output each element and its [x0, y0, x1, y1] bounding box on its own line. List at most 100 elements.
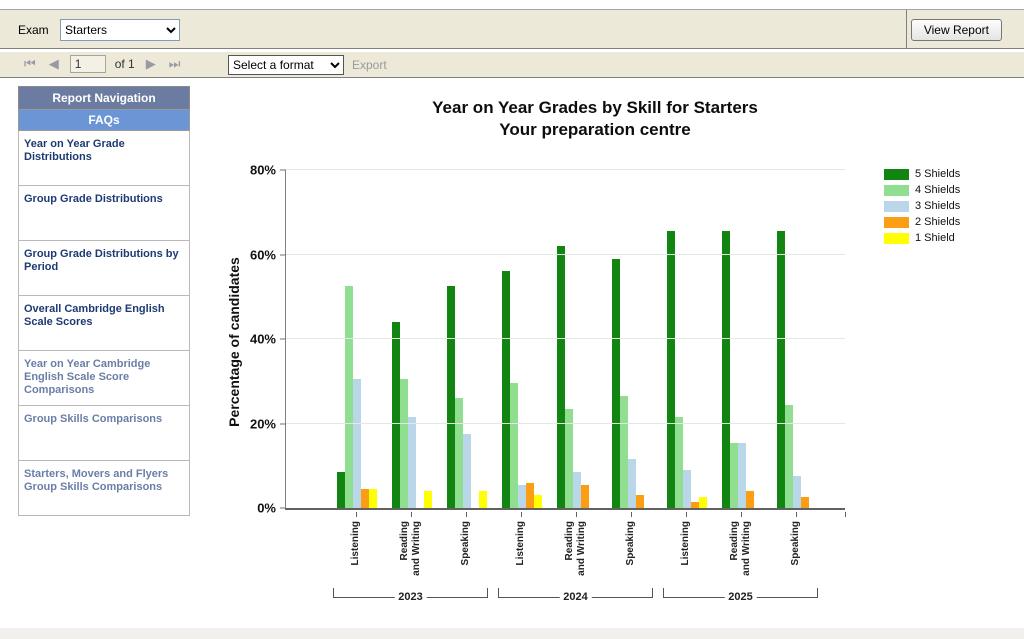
- x-axis-tick: [795, 512, 797, 517]
- sidebar-item-3[interactable]: Overall Cambridge English Scale Scores: [18, 296, 190, 351]
- last-page-icon[interactable]: ⏭: [168, 56, 181, 72]
- bar: [399, 379, 408, 508]
- chart-subtitle: Your preparation centre: [499, 120, 691, 139]
- bar: [336, 472, 345, 508]
- bar-groups-row: [286, 170, 817, 508]
- bar: [619, 396, 628, 508]
- x-axis-tick: [630, 512, 632, 517]
- y-axis-tick: [280, 507, 286, 509]
- x-axis-label: Reading: [399, 521, 410, 561]
- exam-label: Exam: [18, 23, 49, 37]
- bar: [352, 379, 361, 508]
- x-axis-label-cell: Reading and Writing: [390, 512, 431, 591]
- legend-label: 5 Shields: [915, 168, 961, 180]
- y-axis-tick: [280, 254, 286, 255]
- parameter-toolbar: Exam Starters View Report: [0, 9, 1024, 49]
- first-page-icon[interactable]: ⏮: [24, 56, 36, 72]
- sidebar-item-4[interactable]: Year on Year Cambridge English Scale Sco…: [18, 351, 190, 406]
- bar: [792, 476, 801, 508]
- exam-select[interactable]: Starters: [60, 19, 180, 41]
- x-axis-label: and Writing: [411, 521, 422, 576]
- bar: [478, 491, 487, 508]
- view-report-button[interactable]: View Report: [910, 19, 1002, 41]
- bar: [745, 491, 754, 508]
- sidebar-item-2[interactable]: Group Grade Distributions by Period: [18, 241, 190, 296]
- y-axis-tick: [280, 338, 286, 340]
- page-number-input[interactable]: [69, 55, 106, 73]
- bar: [690, 501, 699, 508]
- gridline: [286, 422, 845, 424]
- bar: [525, 482, 534, 508]
- bar-group-0: [336, 170, 377, 508]
- bar: [423, 491, 432, 508]
- bar-group-4: [556, 170, 597, 508]
- sidebar-subtitle-faqs: FAQs: [18, 109, 190, 131]
- x-axis-label-cell: Speaking: [610, 512, 651, 591]
- bar: [682, 469, 691, 508]
- sidebar-item-5[interactable]: Group Skills Comparisons: [18, 406, 190, 461]
- x-axis-label-cell: Listening: [665, 512, 706, 591]
- x-axis-label: Reading: [564, 521, 575, 561]
- next-page-icon[interactable]: ▶: [145, 56, 156, 72]
- legend-entry: 4 Shields: [884, 184, 960, 196]
- legend-entry: 2 Shields: [884, 216, 960, 228]
- x-axis-tick: [520, 512, 522, 517]
- bar: [666, 231, 675, 508]
- sidebar-item-1[interactable]: Group Grade Distributions: [18, 186, 190, 241]
- bar-group-7: [721, 170, 762, 508]
- chart-legend: 5 Shields 4 Shields 3 Shields 2 Shields 1 Sh…: [884, 168, 960, 248]
- year-label: 2025: [724, 590, 757, 603]
- x-axis-label: and Writing: [741, 521, 752, 576]
- y-axis-tick-label: 20%: [249, 416, 276, 431]
- sidebar-item-6[interactable]: Starters, Movers and Flyers Group Skills…: [18, 461, 190, 516]
- legend-entry: 3 Shields: [884, 200, 960, 212]
- gridline: [286, 169, 845, 170]
- bar-group-8: [776, 170, 817, 508]
- y-axis-tick-label: 60%: [249, 247, 276, 262]
- x-axis-label: Speaking: [790, 521, 801, 566]
- bar: [580, 484, 589, 508]
- x-axis-label: Listening: [350, 521, 361, 566]
- toolbar-divider: [906, 10, 907, 49]
- bar: [572, 472, 581, 508]
- sidebar-title: Report Navigation: [18, 86, 190, 109]
- report-navigation-sidebar: Report Navigation FAQs Year on Year Grad…: [18, 86, 190, 516]
- legend-swatch: [884, 168, 909, 180]
- bar: [368, 489, 377, 508]
- x-axis-label-cell: Listening: [500, 512, 541, 591]
- footer-strip: [0, 628, 1024, 639]
- x-axis-tick: [465, 512, 467, 517]
- bar: [800, 497, 809, 508]
- year-label: 2023: [394, 590, 427, 603]
- bar-group-6: [666, 170, 707, 508]
- x-axis-label: Listening: [680, 521, 691, 566]
- x-axis-tick: [410, 512, 412, 517]
- prev-page-icon[interactable]: ◀: [48, 56, 59, 72]
- x-axis-label: Reading: [729, 521, 740, 561]
- legend-entry: 5 Shields: [884, 168, 960, 180]
- bar: [360, 489, 369, 508]
- x-axis-label: Speaking: [625, 521, 636, 566]
- bar: [698, 497, 707, 508]
- bar: [784, 404, 793, 508]
- export-format-select[interactable]: Select a format: [228, 55, 344, 75]
- bar: [454, 398, 463, 508]
- export-link[interactable]: Export: [352, 58, 387, 72]
- bar: [556, 246, 565, 508]
- year-label: 2024: [559, 590, 592, 603]
- bar: [517, 484, 526, 508]
- legend-entry: 1 Shield: [884, 232, 960, 244]
- bar: [611, 258, 620, 508]
- legend-label: 4 Shields: [915, 184, 961, 196]
- plot-area: 0% 20% 40% 60% 80%: [250, 163, 845, 516]
- year-bracket-2025: 2025: [663, 588, 818, 603]
- sidebar-item-0[interactable]: Year on Year Grade Distributions: [18, 131, 190, 186]
- year-bracket-2024: 2024: [498, 588, 653, 603]
- gridline: [286, 253, 845, 255]
- bar: [776, 231, 785, 508]
- bar: [501, 271, 510, 508]
- x-axis-labels: Listening Reading and Writing Speaking Liste…: [285, 512, 845, 591]
- chart-title-block: Year on Year Grades by Skill for Starter…: [305, 97, 885, 141]
- bar-group-3: [501, 170, 542, 508]
